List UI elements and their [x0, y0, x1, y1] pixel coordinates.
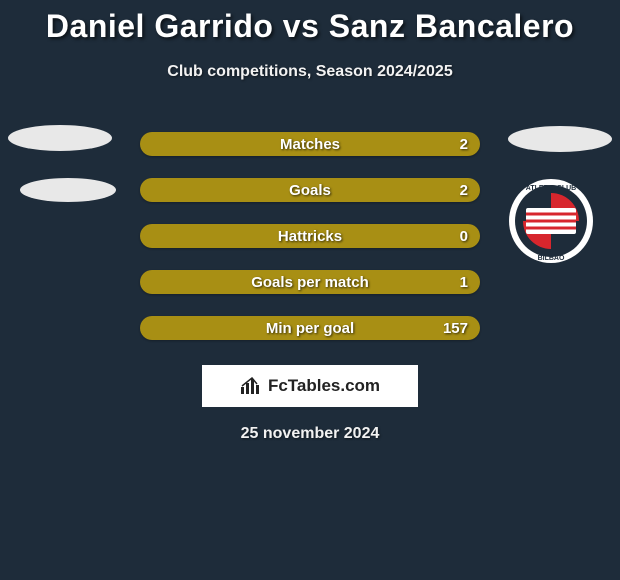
date-text: 25 november 2024 [0, 425, 620, 443]
stat-bar: Goals 2 [140, 178, 480, 202]
footer-brand-badge: FcTables.com [202, 365, 418, 407]
stat-label: Hattricks [278, 228, 342, 245]
stat-row: Goals 2 [0, 167, 620, 213]
stat-label: Goals [289, 182, 331, 199]
stat-value: 2 [460, 136, 468, 153]
stat-row: Min per goal 157 [0, 305, 620, 351]
stat-bar: Goals per match 1 [140, 270, 480, 294]
stat-label: Goals per match [251, 274, 369, 291]
stat-label: Min per goal [266, 320, 354, 337]
page-title: Daniel Garrido vs Sanz Bancalero [0, 0, 620, 45]
stat-value: 2 [460, 182, 468, 199]
stat-value: 157 [443, 320, 468, 337]
stat-row: Matches 2 [0, 121, 620, 167]
footer-brand-text: FcTables.com [268, 376, 380, 396]
bar-chart-icon [240, 377, 262, 395]
stat-value: 0 [460, 228, 468, 245]
stat-bar: Hattricks 0 [140, 224, 480, 248]
stat-value: 1 [460, 274, 468, 291]
subtitle: Club competitions, Season 2024/2025 [0, 63, 620, 81]
stat-label: Matches [280, 136, 340, 153]
stat-row: Hattricks 0 [0, 213, 620, 259]
stat-row: Goals per match 1 [0, 259, 620, 305]
stat-bar: Min per goal 157 [140, 316, 480, 340]
stats-area: Matches 2 Goals 2 Hattricks 0 Goals per … [0, 121, 620, 351]
stat-bar: Matches 2 [140, 132, 480, 156]
